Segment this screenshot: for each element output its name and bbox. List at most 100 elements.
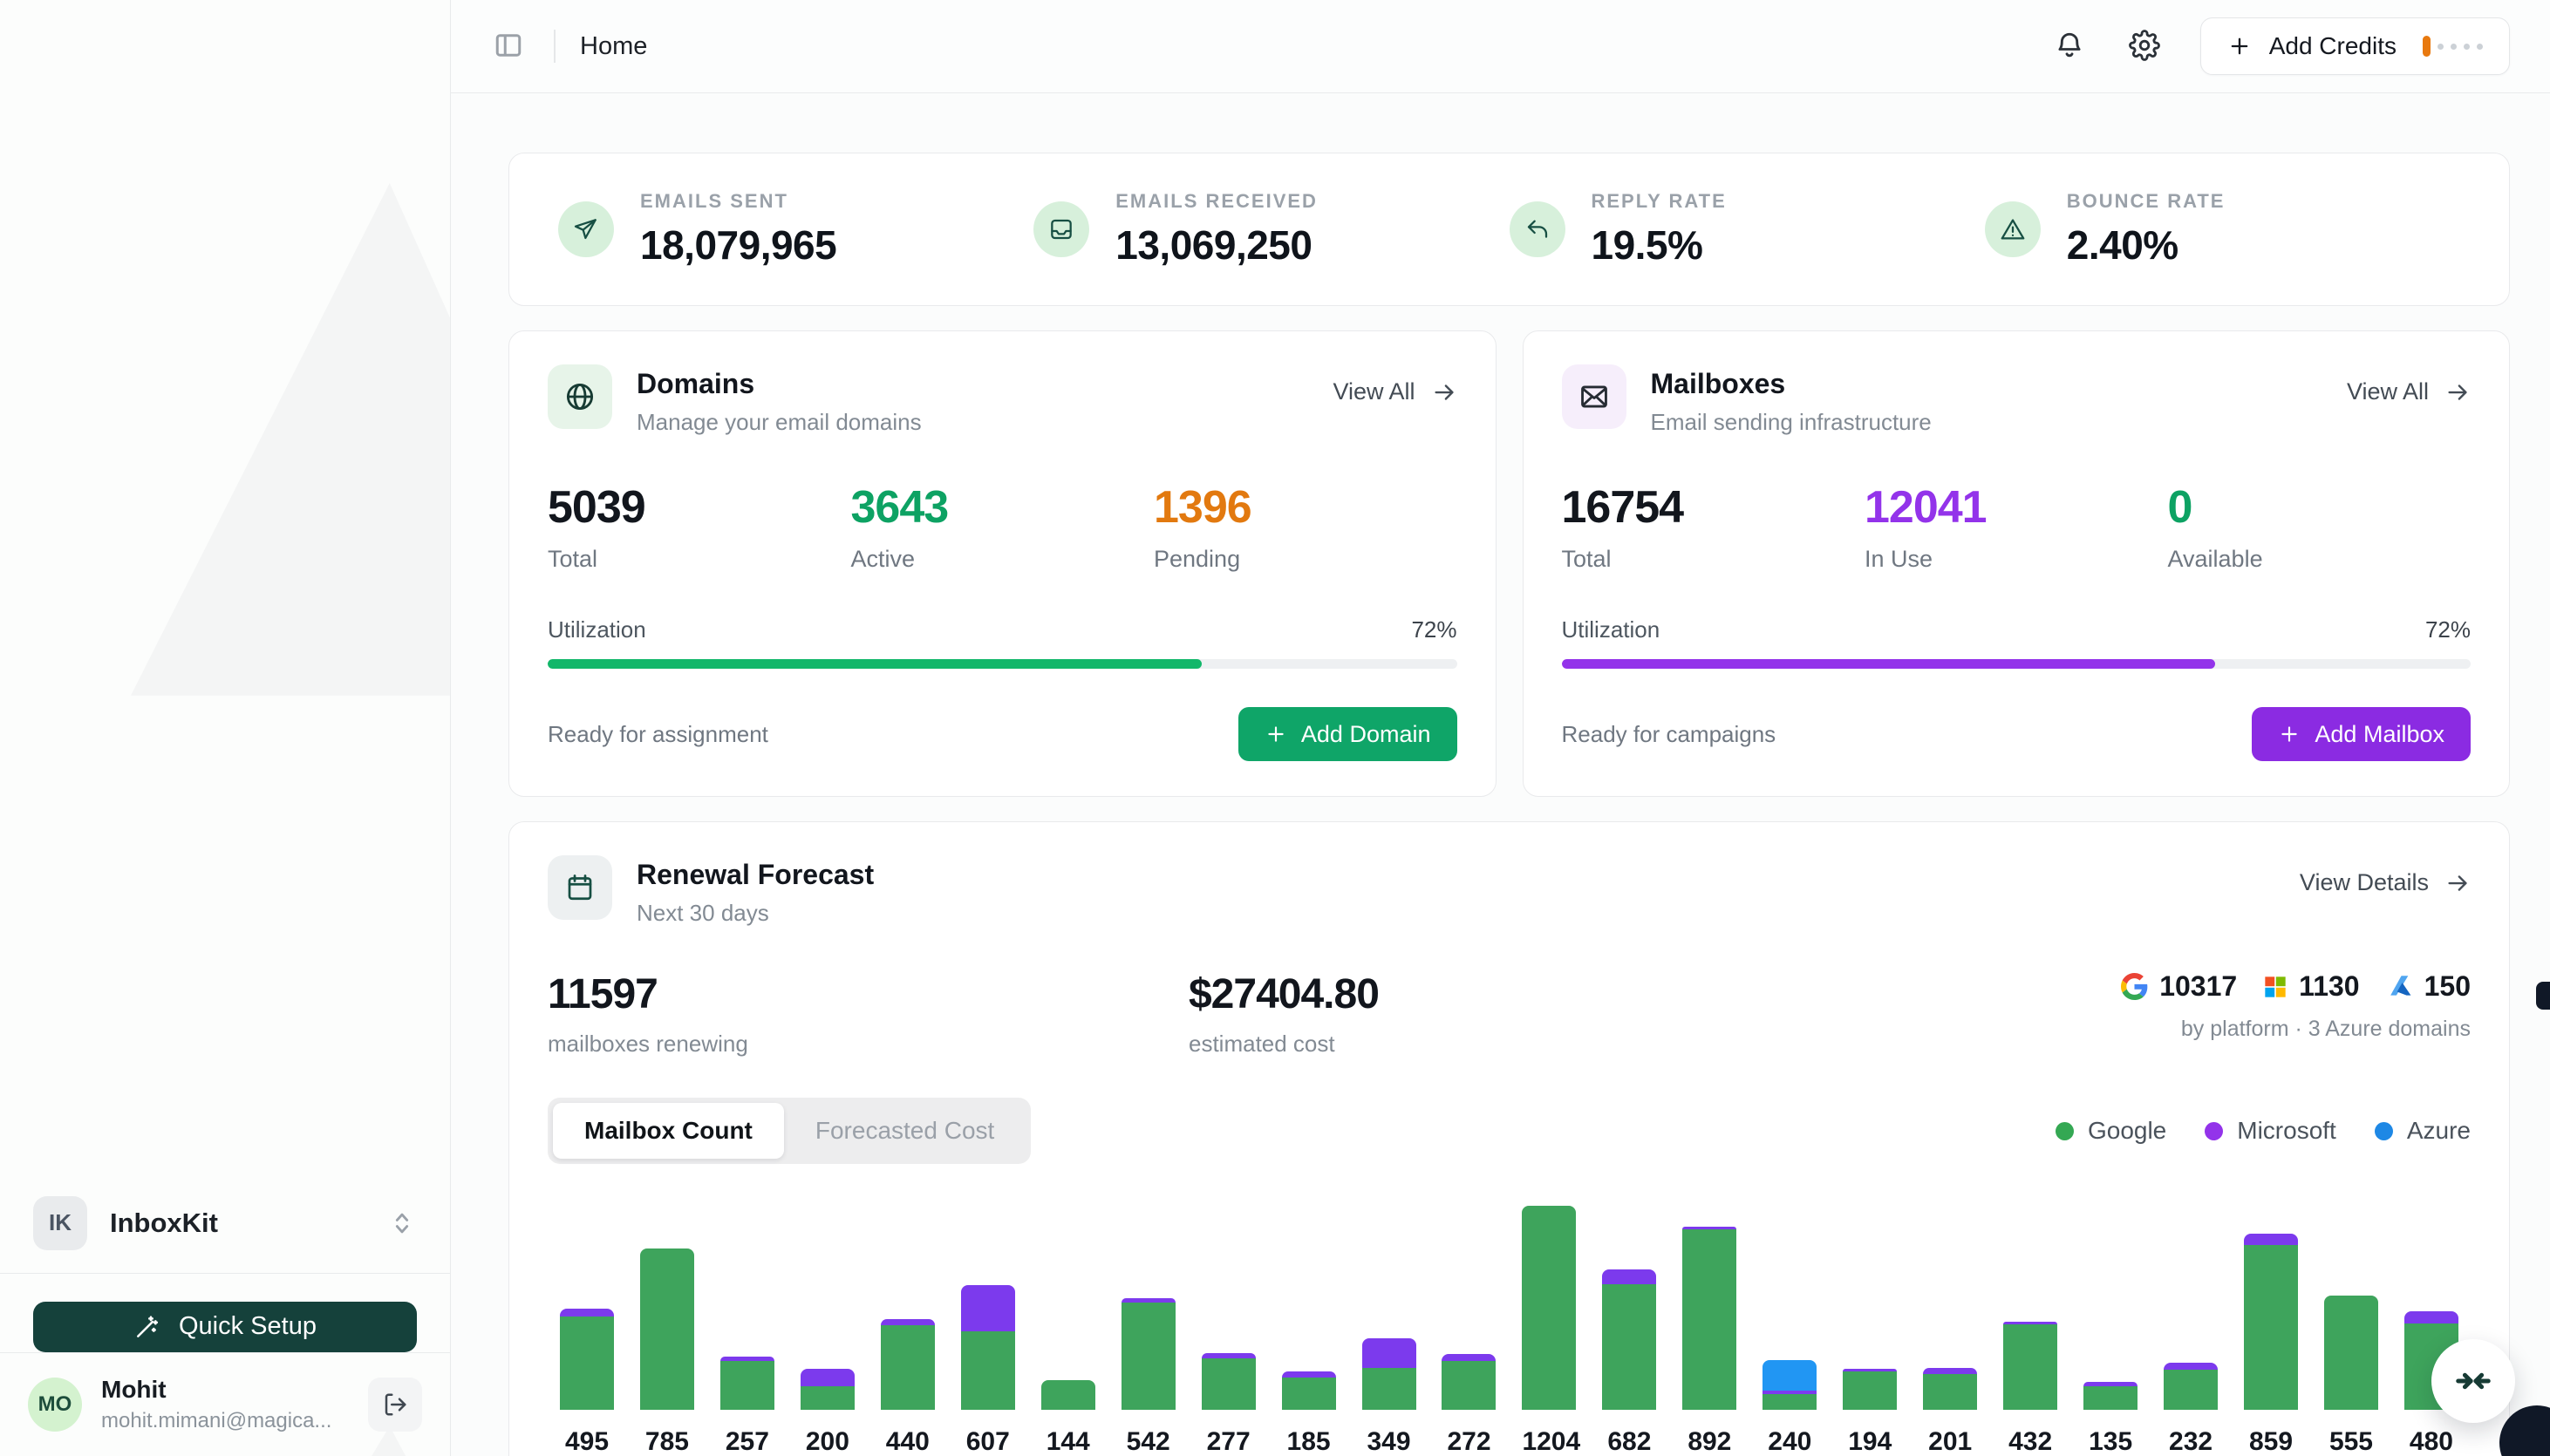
bar-segment-microsoft xyxy=(960,1285,1015,1331)
card-subtitle: Manage your email domains xyxy=(637,409,922,435)
logout-button[interactable] xyxy=(368,1377,422,1432)
chart-bar-apr-4 xyxy=(800,1201,855,1410)
edge-widget-fragment[interactable] xyxy=(2536,982,2550,1010)
bar-segment-microsoft xyxy=(2083,1382,2138,1386)
legend-label: Microsoft xyxy=(2237,1117,2336,1144)
legend-dot xyxy=(2055,1121,2074,1140)
add-domain-button[interactable]: Add Domain xyxy=(1238,707,1457,761)
bar-segment-microsoft xyxy=(2003,1322,2058,1324)
workspace-switcher[interactable]: IK InboxKit xyxy=(0,1172,450,1274)
mailboxes-view-all-link[interactable]: View All xyxy=(2347,378,2471,405)
stat-value: 18,079,965 xyxy=(640,222,837,268)
bar-value-label: 892 xyxy=(1688,1427,1732,1456)
bar-segment-microsoft xyxy=(1843,1369,1898,1371)
stat-emails-received: EMAILS RECEIVED 13,069,250 xyxy=(1033,190,1509,269)
bar-segment-google xyxy=(880,1325,935,1410)
renewal-view-details-link[interactable]: View Details xyxy=(2300,869,2471,896)
tab-forecasted-cost[interactable]: Forecasted Cost xyxy=(784,1103,1026,1159)
user-name: Mohit xyxy=(101,1375,167,1403)
globe-icon xyxy=(548,364,612,429)
legend-item-azure[interactable]: Azure xyxy=(2374,1117,2471,1145)
breadcrumb: Home xyxy=(580,31,648,60)
legend-item-google[interactable]: Google xyxy=(2055,1117,2166,1145)
cost-value: $27404.80 xyxy=(1188,971,1380,1017)
bar-value-label: 185 xyxy=(1286,1427,1331,1456)
card-title: Renewal Forecast xyxy=(637,859,875,890)
quick-setup-button[interactable]: Quick Setup xyxy=(33,1301,417,1352)
bar-segment-microsoft xyxy=(2244,1234,2299,1245)
chevrons-up-down-icon xyxy=(387,1208,417,1238)
inbox-icon xyxy=(1047,215,1075,243)
bar-value-label: 607 xyxy=(965,1427,1010,1456)
stats-summary-card: EMAILS SENT 18,079,965 EMAILS RECEIVED 13,0… xyxy=(508,153,2510,306)
card-subtitle: Next 30 days xyxy=(637,900,769,926)
sidebar-toggle-button[interactable] xyxy=(488,24,529,69)
avatar: MO xyxy=(28,1377,82,1432)
bar-segment-google xyxy=(1682,1229,1737,1410)
plus-icon xyxy=(1265,723,1287,745)
bar-segment-microsoft xyxy=(2403,1311,2458,1323)
bar-segment-microsoft xyxy=(880,1319,935,1325)
domains-view-all-link[interactable]: View All xyxy=(1333,378,1456,405)
logout-icon xyxy=(382,1391,408,1418)
google-logo xyxy=(2121,973,2148,1000)
stat-label: EMAILS RECEIVED xyxy=(1115,190,1318,212)
brand-avatar: IK xyxy=(33,1195,87,1250)
settings-button[interactable] xyxy=(2125,26,2164,67)
card-title: Mailboxes xyxy=(1650,368,1786,399)
renewal-forecast-card: Renewal Forecast Next 30 days View Detai… xyxy=(508,821,2510,1456)
add-credits-button[interactable]: Add Credits xyxy=(2199,17,2510,75)
chart-legend: Google Microsoft Azure xyxy=(2055,1117,2471,1145)
chart-bar-apr-6 xyxy=(960,1201,1015,1410)
plus-icon xyxy=(2227,34,2252,58)
bar-segment-microsoft xyxy=(800,1369,855,1386)
send-icon xyxy=(558,201,614,257)
platform-note: by platform · 3 Azure domains xyxy=(2180,1017,2471,1041)
resource-stat-pending: 1396 Pending xyxy=(1154,482,1252,572)
bar-segment-azure xyxy=(1762,1360,1817,1391)
collapse-widget-button[interactable] xyxy=(2431,1339,2515,1423)
chart-bar-apr-19 xyxy=(2003,1201,2058,1410)
bar-segment-microsoft xyxy=(1201,1353,1256,1358)
stat-label: EMAILS SENT xyxy=(640,190,788,212)
domains-stats: 5039 Total 3643 Active 1396 Pending xyxy=(548,481,1457,573)
bar-value-label: 232 xyxy=(2169,1427,2213,1456)
arrow-right-icon xyxy=(1431,379,1457,405)
card-subtitle: Email sending infrastructure xyxy=(1650,409,1932,435)
platform-breakdown: 10317 1130 150 by platform · 3 Azure domai… xyxy=(2121,970,2471,1042)
bar-segment-google xyxy=(2244,1245,2299,1410)
bar-value-label: 135 xyxy=(2089,1427,2133,1456)
bar-segment-google xyxy=(1843,1371,1898,1410)
microsoft-logo xyxy=(2263,975,2288,999)
bar-value-label: 194 xyxy=(1848,1427,1892,1456)
topbar-divider xyxy=(554,30,556,63)
chart-bar-apr-15 xyxy=(1682,1201,1737,1410)
add-mailbox-button[interactable]: Add Mailbox xyxy=(2252,707,2471,761)
legend-label: Azure xyxy=(2406,1117,2471,1144)
bar-segment-google xyxy=(560,1317,614,1410)
domains-card: Domains Manage your email domains View A… xyxy=(508,330,1497,797)
resource-stat-in-use: 12041 In Use xyxy=(1865,482,1988,572)
bar-value-label: 277 xyxy=(1206,1427,1251,1456)
legend-item-microsoft[interactable]: Microsoft xyxy=(2205,1117,2336,1145)
bar-value-label: 349 xyxy=(1367,1427,1411,1456)
chart-bar-apr-23 xyxy=(2323,1201,2378,1410)
chart-bar-apr-22 xyxy=(2244,1201,2299,1410)
platform-count-google: 10317 xyxy=(2121,970,2237,1003)
stat-value: 2.40% xyxy=(2066,222,2178,268)
mailboxes-card: Mailboxes Email sending infrastructure V… xyxy=(1522,330,2510,797)
main-area: Home Add Credits xyxy=(451,0,2550,1456)
bar-segment-google xyxy=(1442,1361,1497,1410)
notifications-button[interactable] xyxy=(2050,26,2089,67)
chart-bar-apr-10 xyxy=(1281,1201,1336,1410)
tab-mailbox-count[interactable]: Mailbox Count xyxy=(553,1103,784,1159)
renewing-value: 11597 xyxy=(548,971,658,1017)
bar-segment-microsoft xyxy=(1281,1371,1336,1378)
utilization-progressbar xyxy=(1561,659,2471,669)
utilization-progressbar xyxy=(548,659,1457,669)
brand-name: InboxKit xyxy=(110,1207,218,1238)
bar-segment-google xyxy=(1522,1206,1577,1410)
bar-segment-google xyxy=(1201,1358,1256,1410)
bar-value-label: 785 xyxy=(644,1427,689,1456)
user-profile[interactable]: MO Mohit mohit.mimani@magica... xyxy=(0,1351,450,1456)
